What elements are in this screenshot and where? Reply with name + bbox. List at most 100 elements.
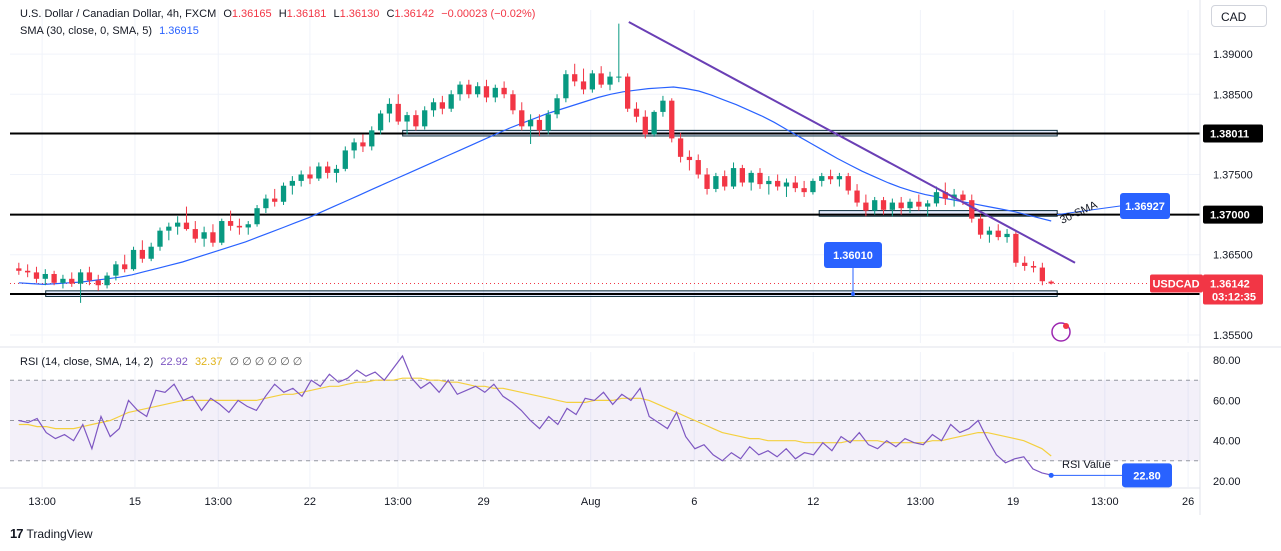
candle bbox=[810, 178, 816, 195]
candle bbox=[757, 168, 763, 189]
candle bbox=[192, 221, 198, 243]
currency-button[interactable]: CAD bbox=[1211, 5, 1267, 27]
candle bbox=[898, 196, 904, 215]
candle bbox=[625, 73, 631, 112]
candle bbox=[369, 126, 375, 151]
rsi-value: 22.92 bbox=[160, 356, 188, 368]
candle-body bbox=[369, 130, 375, 147]
candle bbox=[792, 176, 798, 193]
candle-body bbox=[519, 110, 525, 127]
candle-body bbox=[219, 221, 225, 243]
candle-body bbox=[307, 174, 313, 179]
candle bbox=[210, 224, 216, 247]
candle bbox=[748, 170, 754, 191]
candle bbox=[95, 274, 101, 291]
candle-body bbox=[263, 198, 269, 209]
candle-body bbox=[351, 142, 357, 151]
rsi-pane: 22.80 RSI Value bbox=[10, 354, 1200, 488]
candle bbox=[439, 95, 445, 115]
candle-body bbox=[686, 156, 693, 161]
candle bbox=[836, 172, 843, 187]
rsi-line bbox=[18, 354, 1052, 476]
candle-body bbox=[766, 180, 772, 185]
time-tick-label: 13:00 bbox=[204, 496, 232, 508]
candle bbox=[104, 272, 110, 289]
candle bbox=[201, 226, 207, 247]
candle bbox=[572, 63, 578, 87]
candle-body bbox=[907, 201, 913, 209]
candle-body bbox=[598, 73, 604, 85]
candle bbox=[280, 182, 287, 205]
candle-body bbox=[316, 166, 322, 179]
candle bbox=[969, 194, 975, 223]
level-label: 1.38011 bbox=[1210, 128, 1249, 140]
candle bbox=[775, 174, 781, 191]
candle-body bbox=[245, 224, 251, 228]
candle-body bbox=[413, 115, 419, 127]
candle bbox=[651, 110, 657, 137]
candle-body bbox=[1022, 262, 1028, 266]
candle bbox=[642, 110, 648, 139]
candle bbox=[677, 132, 684, 163]
annotation-label-bg bbox=[824, 242, 882, 268]
candle bbox=[730, 162, 737, 189]
low-value: 1.36130 bbox=[339, 8, 380, 20]
symbol-title: U.S. Dollar / Canadian Dollar, 4h, FXCM bbox=[20, 8, 217, 20]
price-tick-label: 1.35500 bbox=[1213, 330, 1253, 342]
candle-body bbox=[475, 86, 481, 95]
close-value: 1.36142 bbox=[394, 8, 435, 20]
candle bbox=[722, 170, 728, 191]
candle bbox=[854, 184, 860, 207]
candle-body bbox=[139, 249, 145, 259]
candle-body bbox=[227, 221, 234, 226]
sma-path bbox=[18, 86, 1052, 286]
candle-body bbox=[298, 174, 304, 181]
candle-body bbox=[625, 76, 631, 109]
candle bbox=[686, 150, 693, 171]
candle bbox=[739, 164, 745, 187]
candle-body bbox=[810, 180, 816, 193]
branding-text: TradingView bbox=[26, 527, 93, 541]
candle-body bbox=[1013, 233, 1019, 263]
candle-body bbox=[77, 272, 84, 284]
candle-body bbox=[422, 110, 428, 127]
candle bbox=[1039, 262, 1045, 286]
candle-body bbox=[1030, 265, 1037, 268]
tradingview-logo[interactable]: 17 TradingView bbox=[10, 526, 93, 541]
candle bbox=[1030, 261, 1037, 273]
candle bbox=[316, 162, 322, 181]
candle bbox=[60, 274, 66, 289]
candle bbox=[69, 272, 75, 287]
candle bbox=[801, 180, 807, 197]
time-tick-label: 22 bbox=[304, 496, 316, 508]
candle bbox=[527, 114, 534, 145]
price-tick-label: 1.37500 bbox=[1213, 169, 1253, 181]
candle bbox=[492, 84, 498, 103]
candle bbox=[377, 110, 384, 135]
main-legend: U.S. Dollar / Canadian Dollar, 4h, FXCM … bbox=[20, 8, 539, 20]
candle bbox=[386, 98, 393, 123]
last-price-label: 1.36142 bbox=[1210, 278, 1250, 290]
tv-logo-icon: 17 bbox=[10, 526, 24, 541]
candle bbox=[695, 154, 701, 179]
candle-body bbox=[95, 280, 101, 286]
trendline bbox=[628, 21, 1076, 264]
candle-body bbox=[360, 142, 366, 147]
candle bbox=[219, 218, 225, 246]
candle bbox=[166, 222, 172, 241]
level-label: 1.37000 bbox=[1210, 210, 1250, 222]
candle-body bbox=[395, 103, 401, 122]
candle bbox=[307, 166, 313, 185]
candle-body bbox=[942, 192, 948, 199]
candle-body bbox=[969, 200, 975, 219]
candle bbox=[254, 204, 260, 227]
time-tick-label: 6 bbox=[691, 496, 697, 508]
candle-body bbox=[1004, 233, 1010, 238]
candle bbox=[510, 90, 516, 115]
candle-body bbox=[69, 278, 75, 284]
candle bbox=[598, 66, 604, 88]
candle bbox=[580, 68, 587, 95]
time-tick-label: 12 bbox=[807, 496, 819, 508]
rsi-grid bbox=[41, 352, 1189, 487]
candle bbox=[236, 218, 243, 235]
